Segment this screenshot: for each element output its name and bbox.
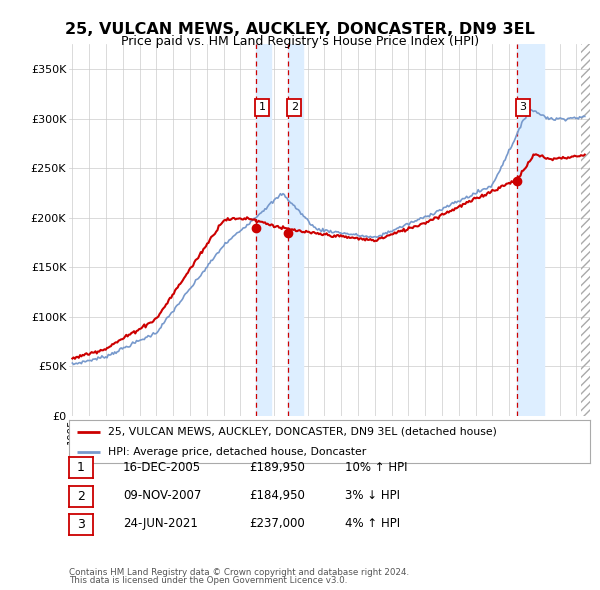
Text: 24-JUN-2021: 24-JUN-2021 bbox=[123, 517, 198, 530]
Bar bbox=[289, 44, 302, 416]
Text: HPI: Average price, detached house, Doncaster: HPI: Average price, detached house, Donc… bbox=[108, 447, 367, 457]
Text: £189,950: £189,950 bbox=[249, 461, 305, 474]
Text: 16-DEC-2005: 16-DEC-2005 bbox=[123, 461, 201, 474]
Text: 09-NOV-2007: 09-NOV-2007 bbox=[123, 489, 202, 502]
Text: Price paid vs. HM Land Registry's House Price Index (HPI): Price paid vs. HM Land Registry's House … bbox=[121, 35, 479, 48]
Text: 1: 1 bbox=[259, 103, 266, 113]
Text: 4% ↑ HPI: 4% ↑ HPI bbox=[345, 517, 400, 530]
Text: This data is licensed under the Open Government Licence v3.0.: This data is licensed under the Open Gov… bbox=[69, 576, 347, 585]
Text: 25, VULCAN MEWS, AUCKLEY, DONCASTER, DN9 3EL (detached house): 25, VULCAN MEWS, AUCKLEY, DONCASTER, DN9… bbox=[108, 427, 497, 437]
Text: 3: 3 bbox=[77, 518, 85, 531]
Text: Contains HM Land Registry data © Crown copyright and database right 2024.: Contains HM Land Registry data © Crown c… bbox=[69, 568, 409, 577]
Bar bbox=[256, 44, 271, 416]
Text: £184,950: £184,950 bbox=[249, 489, 305, 502]
Text: 25, VULCAN MEWS, AUCKLEY, DONCASTER, DN9 3EL: 25, VULCAN MEWS, AUCKLEY, DONCASTER, DN9… bbox=[65, 22, 535, 37]
Text: £237,000: £237,000 bbox=[249, 517, 305, 530]
Bar bbox=[517, 44, 544, 416]
Text: 3: 3 bbox=[520, 103, 527, 113]
Text: 2: 2 bbox=[77, 490, 85, 503]
Text: 1: 1 bbox=[77, 461, 85, 474]
Text: 2: 2 bbox=[291, 103, 298, 113]
Text: 3% ↓ HPI: 3% ↓ HPI bbox=[345, 489, 400, 502]
Text: 10% ↑ HPI: 10% ↑ HPI bbox=[345, 461, 407, 474]
